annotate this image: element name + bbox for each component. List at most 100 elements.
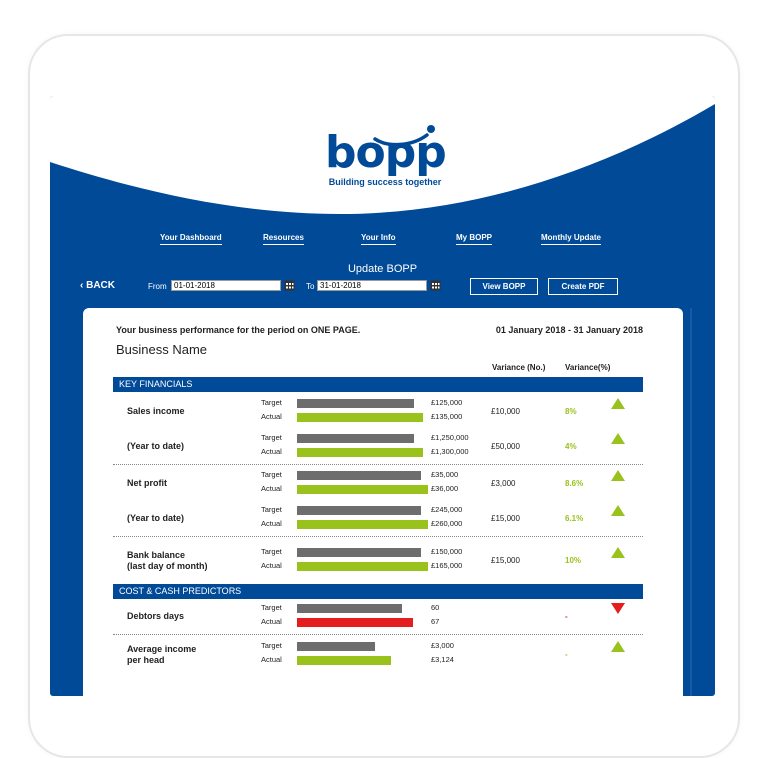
variance-pct: 8% [565,406,577,416]
col-variance-pct: Variance(%) [565,363,611,372]
target-value: £1,250,000 [431,432,469,442]
actual-label: Actual [261,446,282,456]
col-variance-no: Variance (No.) [492,363,546,372]
trend-up-icon [611,432,625,444]
trend-up-icon [611,397,625,409]
calendar-icon[interactable] [284,280,295,291]
business-name: Business Name [116,342,208,357]
target-label: Target [261,397,282,407]
metric-row: Bank balance (last day of month) Target A… [113,538,643,584]
actual-bar [297,519,428,529]
target-bar [297,548,421,557]
actual-label: Actual [261,616,282,626]
target-value: £150,000 [431,547,463,556]
actual-label: Actual [261,411,282,421]
variance-pct: 10% [565,556,582,565]
from-date-input[interactable] [171,280,281,291]
target-value: £245,000 [431,504,463,514]
metric-name: Bank balance (last day of month) [127,550,208,571]
target-value: £3,000 [431,641,454,650]
report-period: 01 January 2018 - 31 January 2018 [495,325,643,335]
metric-name: Average income per head [127,644,197,665]
from-label: From [148,282,167,291]
actual-label: Actual [261,655,282,664]
to-label: To [306,282,315,291]
logo-tagline: Building success together [328,177,442,187]
report-intro: Your business performance for the period… [116,325,361,335]
calendar-icon[interactable] [430,280,441,291]
nav-your-dashboard[interactable]: Your Dashboard [160,233,222,245]
actual-value: 67 [431,616,440,626]
actual-bar [297,447,423,457]
target-value: 60 [431,602,440,612]
metric-name: Debtors days [127,611,185,621]
actual-value: £1,300,000 [431,446,469,456]
target-bar [297,398,414,408]
target-label: Target [261,547,282,556]
trend-down-icon [611,602,625,614]
nav-monthly-update[interactable]: Monthly Update [541,233,601,245]
metric-row: Net profit Target Actual £35,000 £36,000… [113,466,643,501]
target-bar [297,470,421,480]
variance-pct: 8.6% [565,478,584,488]
actual-label: Actual [261,518,282,528]
nav-my-bopp[interactable]: My BOPP [456,233,493,245]
nav-resources[interactable]: Resources [263,233,304,245]
view-bopp-button[interactable]: View BOPP [470,278,538,295]
metric-row: Debtors days Target Actual 60 67 - [113,599,643,635]
variance-no: £15,000 [491,513,520,523]
actual-value: £3,124 [431,655,454,664]
actual-bar [297,562,428,571]
actual-bar [297,412,423,422]
back-button[interactable]: ‹ BACK [80,280,115,291]
actual-bar [297,656,391,665]
to-date-input[interactable] [317,280,427,291]
variance-no: £50,000 [491,441,520,451]
nav-your-info[interactable]: Your Info [361,233,396,245]
app-screen: bopp Building success together Your Dash… [50,96,715,696]
variance-pct: - [565,650,568,659]
report-card: Your business performance for the period… [83,308,683,696]
metric-row: Average income per head Target Actual £3,… [113,634,643,676]
variance-pct: - [565,611,568,621]
actual-value: £260,000 [431,518,463,528]
bopp-logo: bopp Building success together [325,125,447,187]
variance-no: £10,000 [491,406,520,416]
metric-row: (Year to date) Target Actual £245,000 £2… [113,501,643,537]
scrollbar[interactable] [690,308,692,696]
variance-pct: 6.1% [565,513,584,523]
actual-value: £36,000 [431,483,459,493]
target-label: Target [261,504,282,514]
variance-no: £3,000 [491,478,516,488]
logo-smile-icon [373,125,435,147]
variance-no: £15,000 [491,556,520,565]
page-title: Update BOPP [347,263,418,275]
target-bar [297,642,375,651]
section-cost-cash-predictors: COST & CASH PREDICTORS [113,584,643,599]
actual-value: £165,000 [431,561,463,570]
target-bar [297,433,414,443]
trend-up-icon [611,469,625,481]
variance-pct: 4% [565,441,577,451]
target-value: £35,000 [431,469,459,479]
metric-name: (Year to date) [127,513,185,523]
metric-row: Sales income Target Actual £125,000 £135… [113,394,643,429]
actual-value: £135,000 [431,411,463,421]
actual-bar [297,617,413,627]
metric-row: (Year to date) Target Actual £1,250,000 … [113,429,643,465]
target-value: £125,000 [431,397,463,407]
actual-label: Actual [261,483,282,493]
target-label: Target [261,432,282,442]
back-label: BACK [86,280,115,291]
actual-label: Actual [261,561,282,570]
target-label: Target [261,641,282,650]
header-wave [50,96,715,214]
metric-name: Sales income [127,406,185,416]
target-bar [297,505,421,515]
metric-name: Net profit [127,478,167,488]
target-label: Target [261,602,282,612]
create-pdf-button[interactable]: Create PDF [548,278,618,295]
trend-up-icon [611,504,625,516]
actual-bar [297,484,428,494]
target-label: Target [261,469,282,479]
